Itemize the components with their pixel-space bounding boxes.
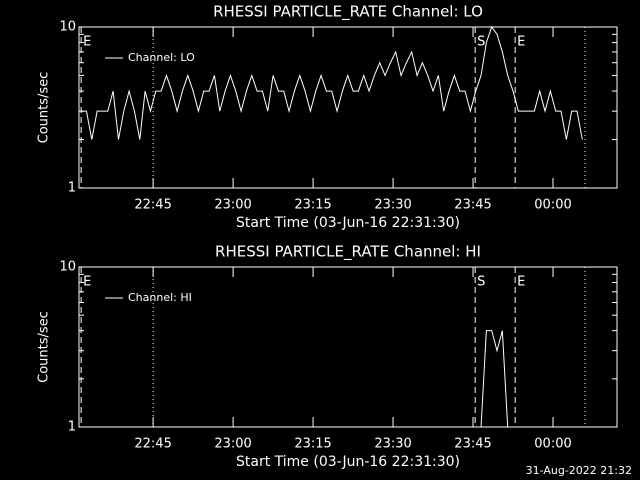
x-axis-label: Start Time (03-Jun-16 22:31:30) bbox=[236, 215, 460, 231]
x-tick-label: 23:00 bbox=[214, 437, 251, 452]
y-tick-label: 1 bbox=[68, 420, 76, 435]
x-tick-label: 23:15 bbox=[294, 198, 331, 213]
y-tick-label: 1 bbox=[68, 181, 76, 196]
x-tick-label: 23:30 bbox=[374, 198, 411, 213]
x-tick-label: 23:30 bbox=[374, 437, 411, 452]
plot-frame bbox=[78, 266, 618, 428]
event-label: S bbox=[477, 275, 485, 290]
x-tick-label: 23:15 bbox=[294, 437, 331, 452]
y-tick-label: 10 bbox=[59, 20, 76, 35]
event-label: E bbox=[83, 35, 91, 50]
event-label: E bbox=[517, 35, 525, 50]
x-tick-label: 22:45 bbox=[134, 198, 171, 213]
event-label: E bbox=[83, 275, 91, 290]
x-tick-label: 22:45 bbox=[134, 437, 171, 452]
y-axis-label: Counts/sec bbox=[37, 311, 52, 383]
data-line bbox=[81, 25, 583, 140]
event-label: E bbox=[517, 275, 525, 290]
x-axis-label: Start Time (03-Jun-16 22:31:30) bbox=[236, 454, 460, 470]
x-tick-label: 23:45 bbox=[454, 198, 491, 213]
x-tick-label: 00:00 bbox=[534, 198, 571, 213]
chart-title: RHESSI PARTICLE_RATE Channel: HI bbox=[215, 243, 481, 262]
x-tick-label: 23:45 bbox=[454, 437, 491, 452]
x-tick-label: 23:00 bbox=[214, 198, 251, 213]
plot-frame bbox=[78, 26, 618, 189]
x-tick-label: 00:00 bbox=[534, 437, 571, 452]
y-tick-label: 10 bbox=[59, 260, 76, 275]
y-axis-label: Counts/sec bbox=[37, 72, 52, 144]
data-line bbox=[480, 330, 509, 428]
footer: 31-Aug-2022 21:32 bbox=[526, 464, 632, 477]
legend-label: Channel: HI bbox=[128, 291, 192, 304]
event-label: S bbox=[477, 35, 485, 50]
chart-title: RHESSI PARTICLE_RATE Channel: LO bbox=[213, 3, 483, 22]
legend-label: Channel: LO bbox=[128, 51, 195, 64]
